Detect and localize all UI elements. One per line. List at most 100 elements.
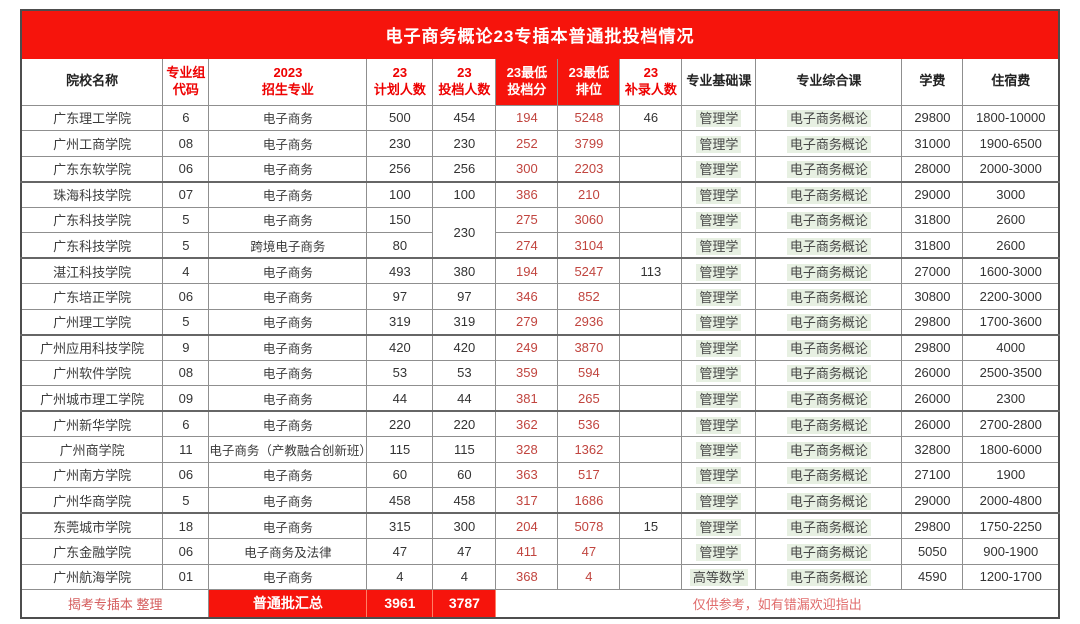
course-highlight: 管理学 <box>696 390 742 408</box>
course-highlight: 管理学 <box>696 263 742 281</box>
course-highlight: 电子商务概论 <box>786 467 871 485</box>
cell-group-code: 08 <box>162 130 210 157</box>
cell-filed-23: 319 <box>432 308 497 335</box>
cell-tuition: 26000 <box>901 359 964 386</box>
table-row: 广州南方学院 06 电子商务 60 60 363 517 管理学 电子商务概论 27100 1900 <box>20 461 1060 488</box>
table-row: 广东培正学院 06 电子商务 97 97 346 852 管理学 电子商务概论 30800 2200… <box>20 283 1060 310</box>
course-highlight: 管理学 <box>696 187 742 204</box>
course-highlight: 管理学 <box>696 365 742 383</box>
cell-min-score-23: 275 <box>495 206 559 233</box>
cell-min-rank-23: 3104 <box>557 232 621 259</box>
cell-school: 广州理工学院 <box>20 308 164 335</box>
cell-accommodation: 1900 <box>962 461 1060 488</box>
table-row: 湛江科技学院 4 电子商务 493 380 194 5247 113 管理学 电子商务概论 2700… <box>20 257 1060 284</box>
cell-min-score-23: 363 <box>495 461 559 488</box>
cell-accommodation: 1800-6000 <box>962 436 1060 463</box>
cell-min-score-23: 368 <box>495 563 559 590</box>
cell-major-2023: 电子商务 <box>208 130 368 157</box>
cell-basic-course: 管理学 <box>681 436 757 463</box>
table-row: 广州商学院 11 电子商务（产教融合创新班） 115 115 328 1362 管理学 电子商务… <box>20 436 1060 463</box>
cell-basic-course: 管理学 <box>681 512 757 539</box>
cell-basic-course: 管理学 <box>681 283 757 310</box>
summary-total-planned: 3961 <box>366 589 434 618</box>
course-highlight: 电子商务概论 <box>786 187 871 204</box>
summary-label: 普通批汇总 <box>208 589 368 618</box>
cell-min-score-23: 328 <box>495 436 559 463</box>
course-highlight: 管理学 <box>696 340 742 357</box>
cell-min-rank-23: 47 <box>557 538 621 565</box>
column-header-min-score-23: 23最低 投档分 <box>495 57 559 106</box>
page-title: 电子商务概论23专插本普通批投档情况 <box>20 9 1060 59</box>
cell-tuition: 28000 <box>901 155 964 182</box>
cell-tuition: 4590 <box>901 563 964 590</box>
course-highlight: 电子商务概论 <box>786 365 871 383</box>
cell-tuition: 32800 <box>901 436 964 463</box>
course-highlight: 管理学 <box>696 416 742 434</box>
cell-major-2023: 电子商务（产教融合创新班） <box>208 436 368 463</box>
cell-group-code: 4 <box>162 257 210 284</box>
cell-group-code: 06 <box>162 155 210 182</box>
course-highlight: 电子商务概论 <box>786 314 871 331</box>
cell-supplement-23 <box>619 359 683 386</box>
course-highlight: 管理学 <box>696 161 742 178</box>
cell-filed-23: 115 <box>432 436 497 463</box>
cell-supplement-23 <box>619 487 683 514</box>
cell-tuition: 31800 <box>901 232 964 259</box>
cell-planned-23: 420 <box>366 333 434 361</box>
cell-school: 广东培正学院 <box>20 283 164 310</box>
cell-major-2023: 电子商务 <box>208 461 368 488</box>
course-highlight: 电子商务概论 <box>786 569 871 587</box>
course-highlight: 电子商务概论 <box>786 288 871 306</box>
table-row: 广东科技学院 5 跨境电子商务 80 274 3104 管理学 电子商务概论 31800 2600 <box>20 232 1060 259</box>
admission-table: 电子商务概论23专插本普通批投档情况 院校名称 专业组 代码 2023 招生专业 23… <box>19 9 1061 619</box>
course-highlight: 管理学 <box>696 543 742 561</box>
cell-major-2023: 电子商务 <box>208 206 368 233</box>
cell-accommodation: 2300 <box>962 385 1060 412</box>
cell-planned-23: 150 <box>366 206 434 233</box>
cell-tuition: 29000 <box>901 487 964 514</box>
cell-comprehensive-course: 电子商务概论 <box>755 563 903 590</box>
cell-supplement-23 <box>619 563 683 590</box>
cell-tuition: 26000 <box>901 410 964 437</box>
course-highlight: 电子商务概论 <box>786 518 871 536</box>
cell-basic-course: 管理学 <box>681 257 757 284</box>
cell-group-code: 07 <box>162 180 210 208</box>
cell-planned-23: 319 <box>366 308 434 335</box>
cell-supplement-23 <box>619 436 683 463</box>
cell-comprehensive-course: 电子商务概论 <box>755 512 903 539</box>
cell-school: 东莞城市学院 <box>20 512 164 539</box>
cell-basic-course: 管理学 <box>681 333 757 361</box>
cell-planned-23: 100 <box>366 180 434 208</box>
cell-min-score-23: 252 <box>495 130 559 157</box>
cell-accommodation: 4000 <box>962 333 1060 361</box>
column-header-min-rank-23: 23最低 排位 <box>557 57 621 106</box>
table-row: 广州工商学院 08 电子商务 230 230 252 3799 管理学 电子商务概论 31000 1… <box>20 130 1060 157</box>
table-row: 广州航海学院 01 电子商务 4 4 368 4 高等数学 电子商务概论 4590 1200-170… <box>20 563 1060 590</box>
cell-filed-23: 60 <box>432 461 497 488</box>
cell-tuition: 27000 <box>901 257 964 284</box>
column-header-tuition: 学费 <box>901 57 964 106</box>
cell-school: 广州航海学院 <box>20 563 164 590</box>
course-highlight: 电子商务概论 <box>786 212 871 230</box>
cell-comprehensive-course: 电子商务概论 <box>755 283 903 310</box>
cell-accommodation: 2000-3000 <box>962 155 1060 182</box>
cell-basic-course: 管理学 <box>681 104 757 131</box>
course-highlight: 电子商务概论 <box>786 416 871 434</box>
cell-school: 广东科技学院 <box>20 206 164 233</box>
cell-min-score-23: 274 <box>495 232 559 259</box>
cell-planned-23: 315 <box>366 512 434 539</box>
cell-school: 广州工商学院 <box>20 130 164 157</box>
cell-min-score-23: 279 <box>495 308 559 335</box>
cell-school: 广州软件学院 <box>20 359 164 386</box>
cell-supplement-23 <box>619 155 683 182</box>
cell-min-rank-23: 5248 <box>557 104 621 131</box>
cell-basic-course: 管理学 <box>681 538 757 565</box>
summary-row: 揭考专插本 整理 普通批汇总 3961 3787 仅供参考，如有错漏欢迎指出 <box>20 589 1060 618</box>
cell-accommodation: 1200-1700 <box>962 563 1060 590</box>
column-header-group-code: 专业组 代码 <box>162 57 210 106</box>
cell-group-code: 01 <box>162 563 210 590</box>
cell-accommodation: 3000 <box>962 180 1060 208</box>
cell-accommodation: 2200-3000 <box>962 283 1060 310</box>
cell-supplement-23 <box>619 232 683 259</box>
cell-filed-23: 230 <box>432 130 497 157</box>
